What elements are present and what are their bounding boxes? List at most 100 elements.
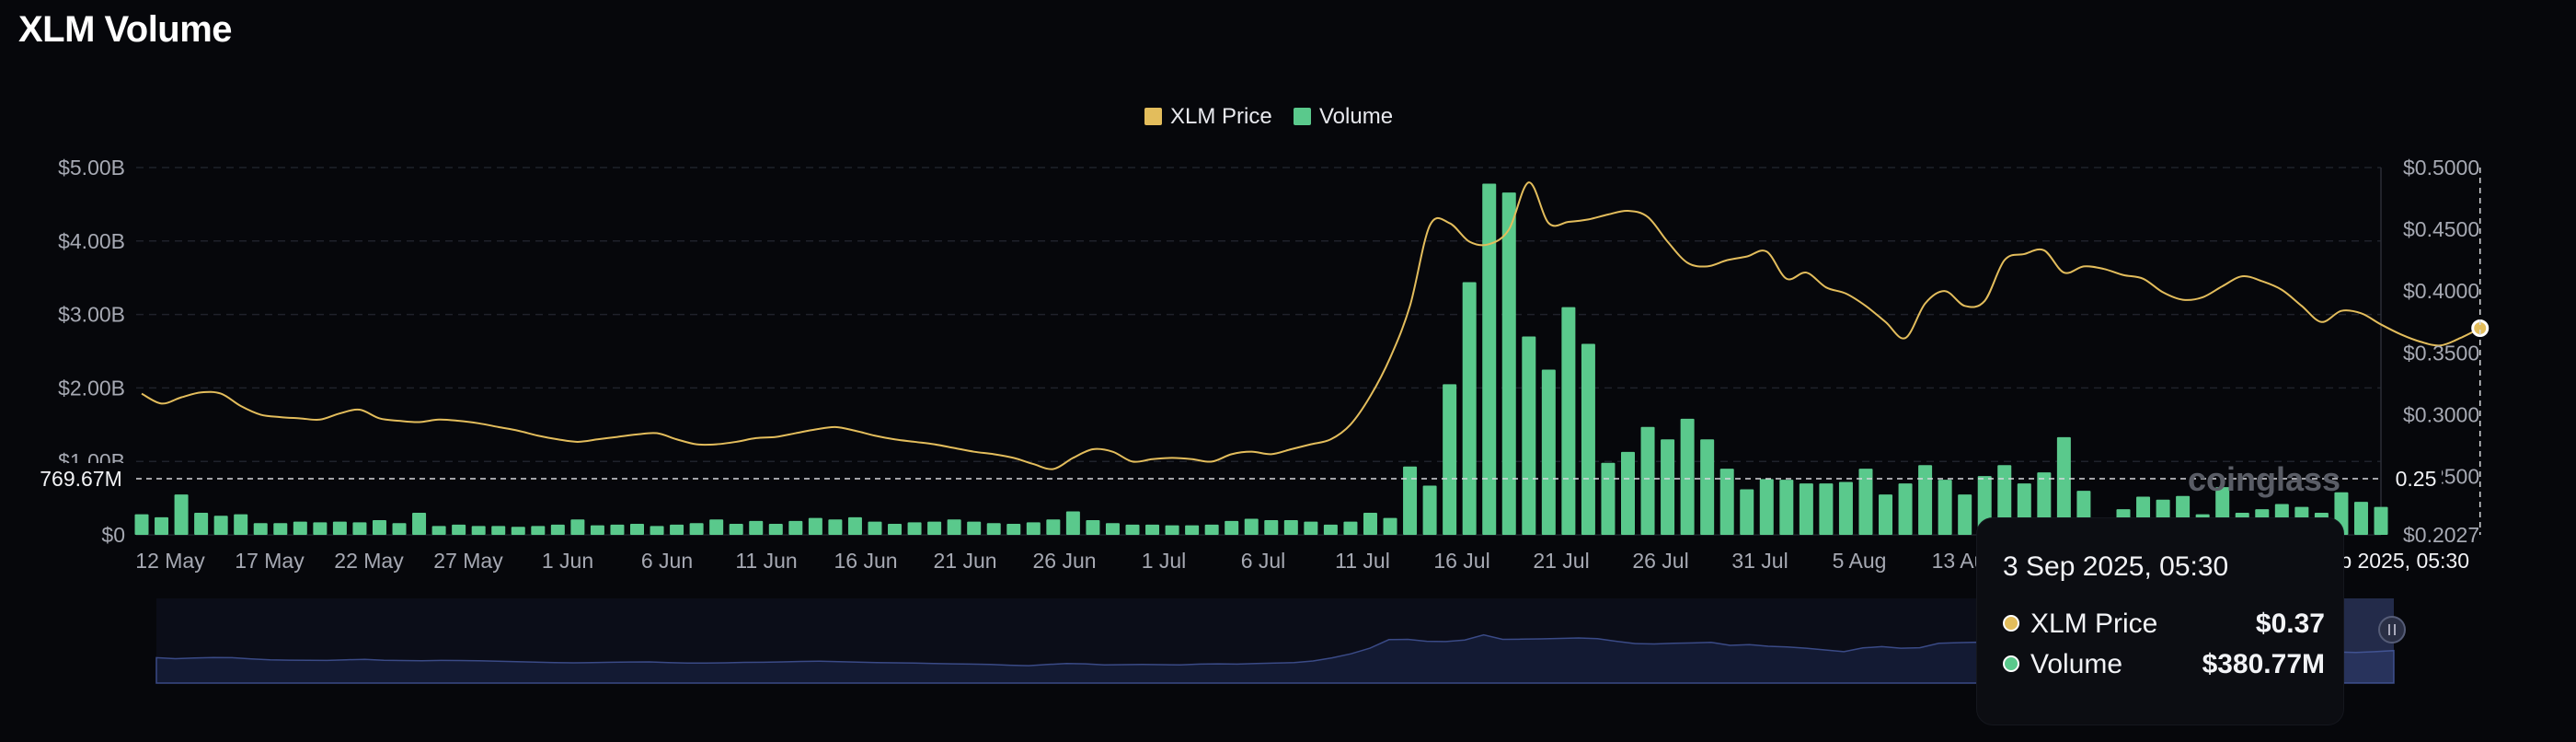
volume-bar[interactable] — [967, 521, 982, 535]
volume-bar[interactable] — [1086, 520, 1100, 535]
volume-bar[interactable] — [1958, 494, 1972, 535]
price-line[interactable] — [141, 181, 2481, 470]
volume-bar[interactable] — [888, 524, 903, 535]
legend-label[interactable]: Volume — [1319, 104, 1393, 129]
volume-bar[interactable] — [1105, 523, 1120, 535]
volume-bar[interactable] — [650, 526, 664, 535]
volume-bar[interactable] — [1879, 494, 1893, 535]
volume-bar[interactable] — [1383, 517, 1397, 535]
volume-bar[interactable] — [986, 523, 1001, 535]
volume-bar[interactable] — [1264, 520, 1279, 535]
volume-bar[interactable] — [1145, 524, 1160, 535]
volume-bar[interactable] — [1759, 479, 1774, 535]
volume-bar[interactable] — [1680, 418, 1695, 535]
volume-bar[interactable] — [1740, 489, 1754, 535]
volume-bar[interactable] — [1601, 462, 1616, 535]
volume-bar[interactable] — [570, 519, 585, 535]
volume-bar[interactable] — [1621, 451, 1635, 535]
volume-bar[interactable] — [610, 524, 625, 535]
volume-bar[interactable] — [1561, 307, 1576, 535]
volume-bar[interactable] — [1422, 485, 1437, 535]
volume-bar[interactable] — [1898, 483, 1913, 535]
volume-bar[interactable] — [1323, 524, 1338, 535]
volume-bar[interactable] — [1462, 282, 1477, 535]
volume-bar[interactable] — [808, 517, 822, 535]
volume-bar[interactable] — [1026, 522, 1041, 535]
volume-bar[interactable] — [2353, 502, 2368, 535]
volume-bar[interactable] — [1522, 336, 1536, 535]
volume-bar[interactable] — [550, 524, 565, 535]
volume-bar[interactable] — [1244, 518, 1259, 535]
volume-bar[interactable] — [412, 513, 427, 535]
volume-bar[interactable] — [293, 521, 307, 535]
volume-bar[interactable] — [352, 522, 367, 535]
volume-bar[interactable] — [788, 520, 803, 535]
volume-bar[interactable] — [194, 513, 209, 535]
volume-bar[interactable] — [431, 526, 446, 535]
legend-label[interactable]: XLM Price — [1170, 104, 1272, 129]
volume-bar[interactable] — [1482, 183, 1497, 535]
volume-bar[interactable] — [1581, 343, 1595, 535]
volume-bar[interactable] — [1501, 192, 1516, 535]
volume-bar[interactable] — [234, 514, 248, 535]
volume-bar[interactable] — [1819, 483, 1834, 535]
navigator-handle[interactable] — [2378, 616, 2406, 643]
volume-bar[interactable] — [630, 524, 644, 535]
volume-bar[interactable] — [907, 522, 922, 535]
volume-bar[interactable] — [392, 523, 407, 535]
volume-bar[interactable] — [1719, 469, 1734, 535]
volume-bar[interactable] — [729, 524, 743, 535]
volume-bar[interactable] — [511, 527, 525, 535]
volume-bar[interactable] — [1403, 466, 1418, 535]
volume-bar[interactable] — [531, 526, 546, 535]
volume-bar[interactable] — [174, 494, 189, 535]
volume-bar[interactable] — [452, 524, 466, 535]
volume-bar[interactable] — [670, 524, 684, 535]
volume-bar[interactable] — [868, 521, 882, 535]
volume-bar[interactable] — [372, 520, 386, 535]
volume-bar[interactable] — [155, 516, 169, 535]
volume-bar[interactable] — [1304, 521, 1318, 535]
volume-bar[interactable] — [749, 520, 764, 535]
volume-bar[interactable] — [689, 523, 704, 535]
volume-bar[interactable] — [1661, 439, 1675, 535]
volume-bar[interactable] — [213, 516, 228, 535]
volume-bar[interactable] — [471, 526, 486, 535]
volume-bar[interactable] — [491, 526, 506, 535]
volume-bar[interactable] — [2374, 506, 2388, 535]
volume-bar[interactable] — [1858, 469, 1873, 535]
volume-bar[interactable] — [1006, 524, 1021, 535]
volume-bar[interactable] — [1640, 426, 1655, 535]
volume-bar[interactable] — [1838, 481, 1853, 535]
volume-bar[interactable] — [1363, 513, 1377, 535]
volume-bar[interactable] — [134, 514, 149, 535]
volume-bar[interactable] — [253, 523, 268, 535]
volume-bar[interactable] — [927, 521, 942, 535]
volume-bar[interactable] — [1700, 439, 1715, 535]
volume-bar[interactable] — [1225, 520, 1239, 535]
volume-bar[interactable] — [273, 523, 288, 535]
volume-bar[interactable] — [1065, 511, 1080, 535]
volume-bar[interactable] — [1343, 521, 1358, 535]
volume-bar[interactable] — [1125, 524, 1140, 535]
volume-bar[interactable] — [1918, 465, 1933, 535]
volume-bar[interactable] — [1283, 520, 1298, 535]
volume-bar[interactable] — [1046, 519, 1061, 535]
legend-swatch[interactable] — [1144, 108, 1162, 125]
volume-bar[interactable] — [1541, 369, 1556, 535]
volume-bar[interactable] — [709, 519, 724, 535]
volume-bar[interactable] — [847, 516, 862, 535]
volume-bar[interactable] — [1938, 480, 1952, 535]
volume-bar[interactable] — [590, 525, 604, 535]
volume-bar[interactable] — [332, 521, 347, 535]
volume-bar[interactable] — [828, 519, 843, 535]
volume-bar[interactable] — [1204, 524, 1219, 535]
volume-bar[interactable] — [2056, 436, 2071, 535]
volume-bar[interactable] — [313, 522, 328, 535]
volume-bar[interactable] — [768, 524, 783, 535]
volume-bar[interactable] — [1443, 384, 1457, 535]
volume-bar[interactable] — [1165, 525, 1179, 535]
volume-bar[interactable] — [947, 519, 961, 535]
legend-swatch[interactable] — [1294, 108, 1311, 125]
volume-bar[interactable] — [1779, 480, 1794, 535]
